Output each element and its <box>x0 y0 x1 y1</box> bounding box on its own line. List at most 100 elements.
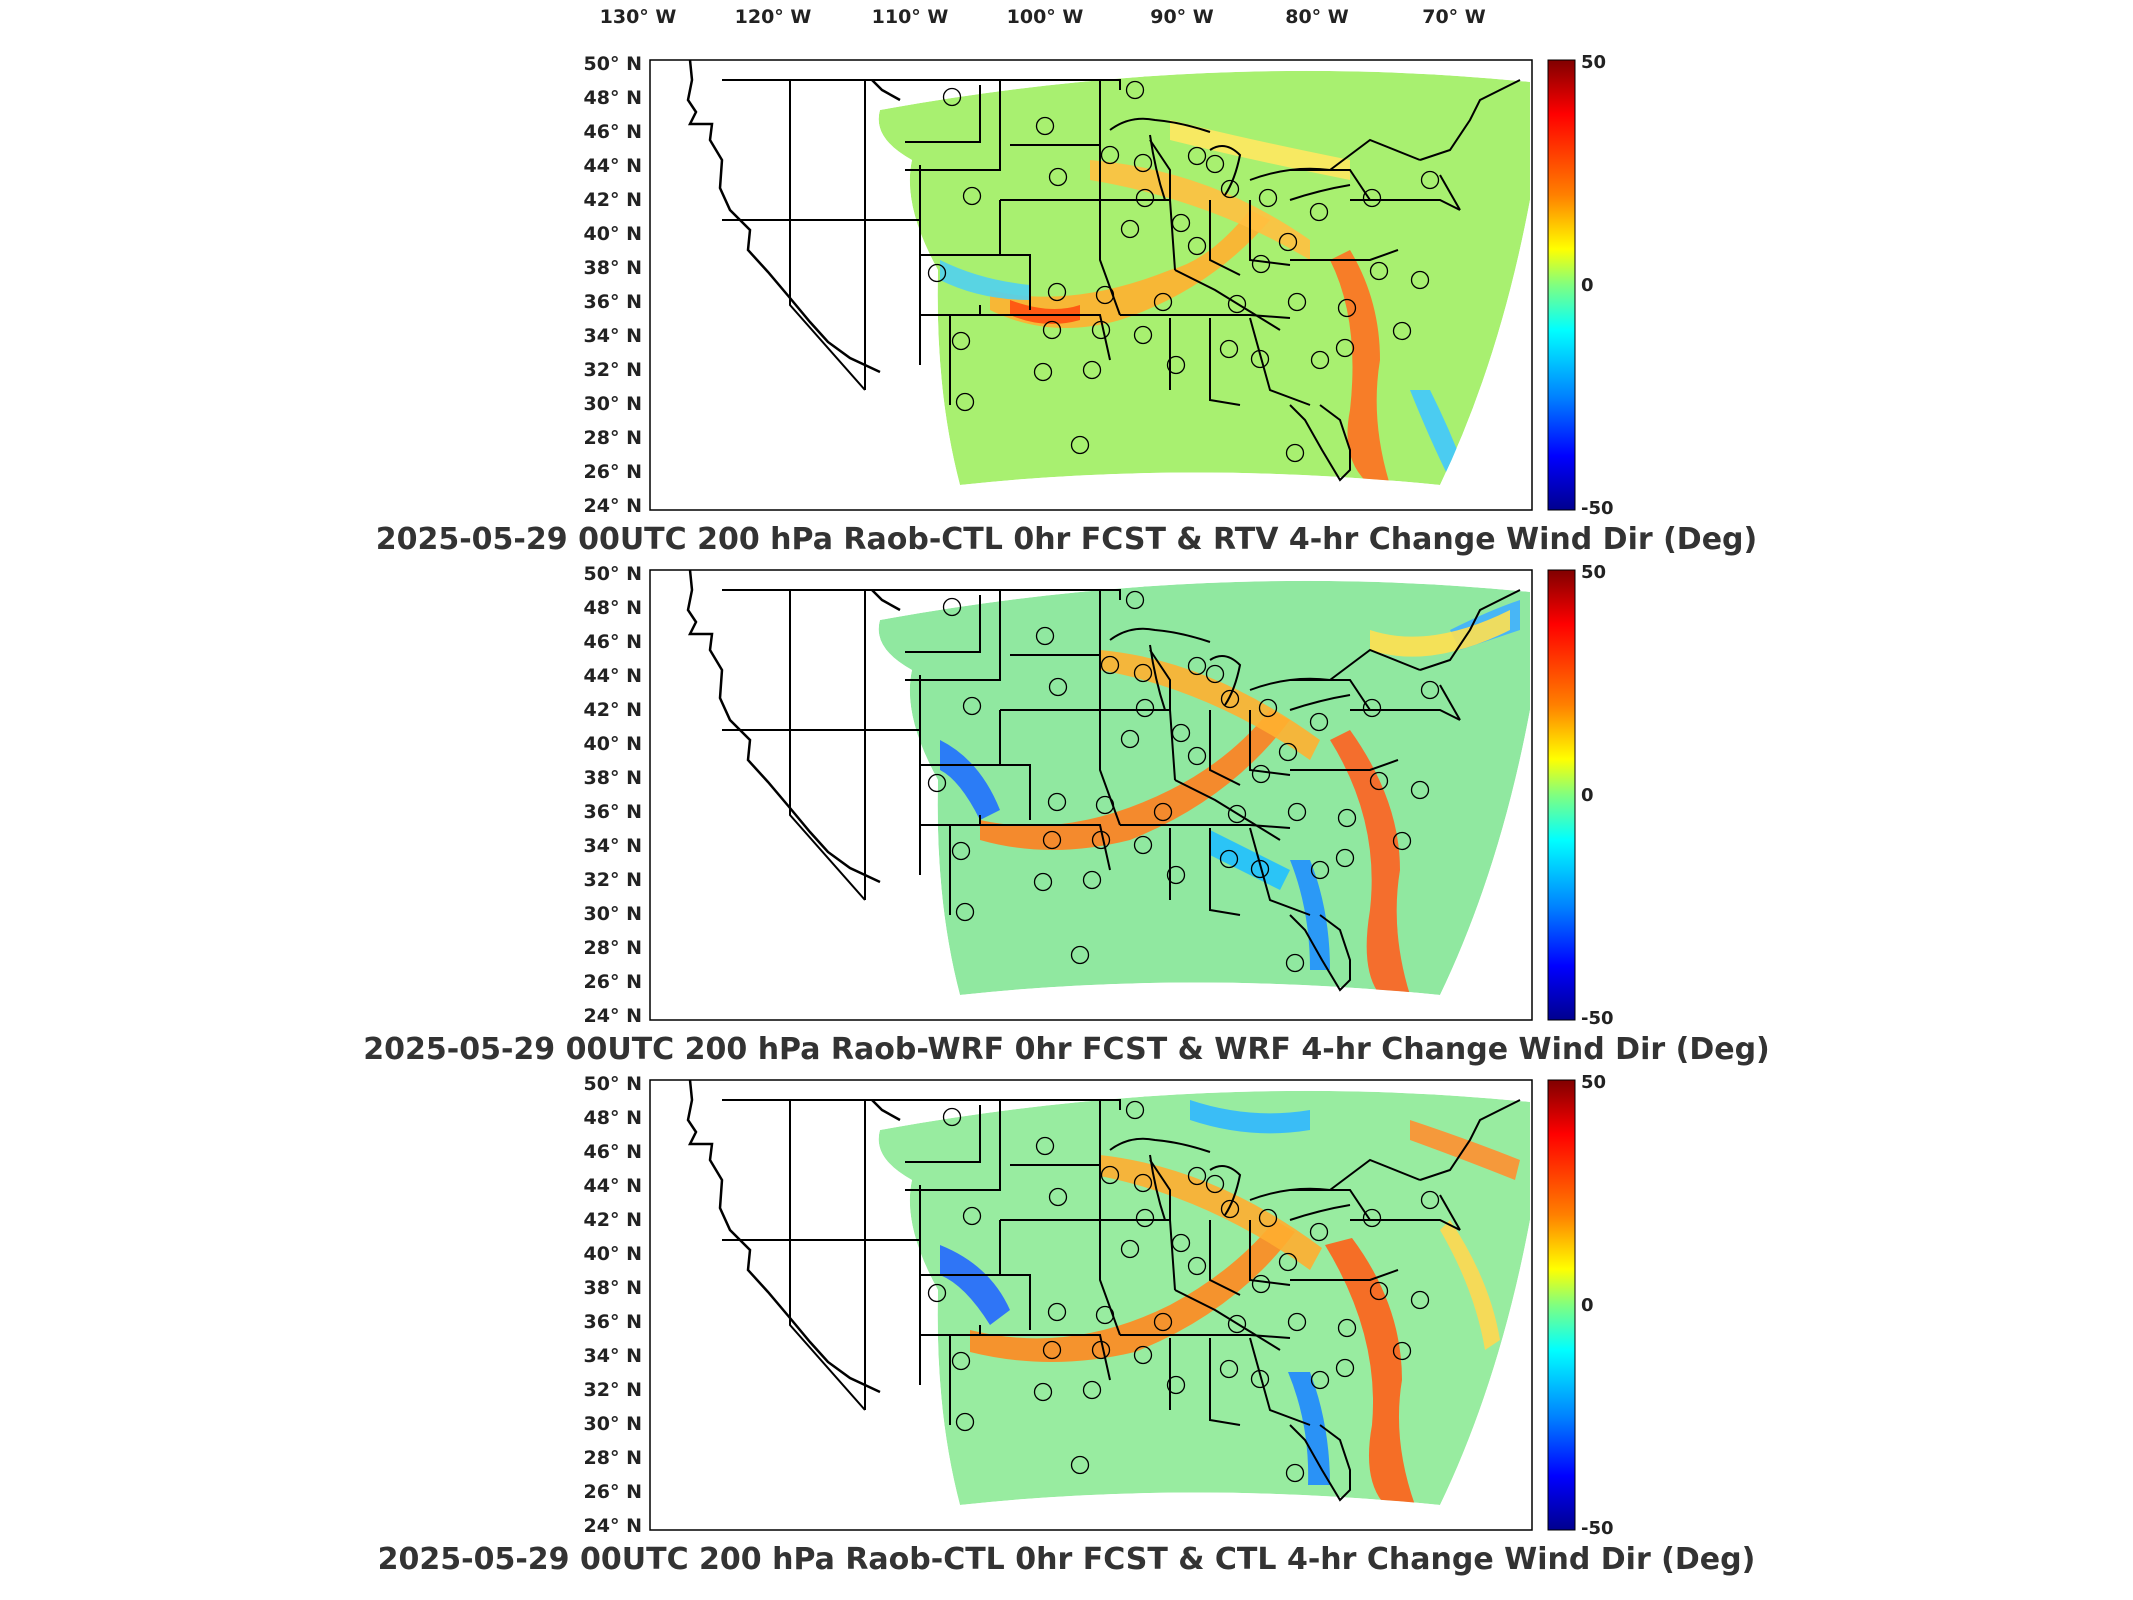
map-panel: 50° N 48° N 46° N 44° N 42° N 40° N 38° N 36° N… <box>0 52 2133 570</box>
latitude-label: 50° N <box>584 563 642 585</box>
raob-station-marker <box>1309 712 1329 732</box>
longitude-label: 90° W <box>1150 6 1214 28</box>
latitude-label: 36° N <box>584 291 642 313</box>
latitude-label: 28° N <box>584 937 642 959</box>
raob-station-marker <box>1205 664 1225 684</box>
raob-station-marker <box>1125 590 1145 610</box>
raob-station-marker <box>1133 1173 1153 1193</box>
field-anomaly <box>1410 1120 1520 1180</box>
raob-station-marker <box>1251 764 1271 784</box>
raob-station-marker <box>1219 339 1239 359</box>
panel-title: 2025-05-29 00UTC 200 hPa Raob-CTL 0hr FC… <box>377 1542 1756 1577</box>
raob-station-marker <box>1166 1375 1186 1395</box>
latitude-label: 28° N <box>584 1447 642 1469</box>
raob-station-marker <box>1337 808 1357 828</box>
raob-station-marker <box>1133 663 1153 683</box>
raob-station-marker <box>1278 1252 1298 1272</box>
raob-station-marker <box>1048 167 1068 187</box>
colorbar <box>1547 1079 1576 1531</box>
raob-station-marker <box>1135 698 1155 718</box>
raob-station-marker <box>1220 689 1240 709</box>
raob-station-marker <box>1133 835 1153 855</box>
latitude-label: 40° N <box>584 223 642 245</box>
raob-station-marker <box>1091 1340 1111 1360</box>
latitude-label: 34° N <box>584 325 642 347</box>
raob-station-marker <box>1187 146 1207 166</box>
raob-station-marker <box>1166 865 1186 885</box>
latitude-label: 50° N <box>584 53 642 75</box>
raob-station-marker <box>1335 848 1355 868</box>
raob-station-marker <box>1369 261 1389 281</box>
raob-station-marker <box>1033 1382 1053 1402</box>
raob-station-marker <box>1205 1174 1225 1194</box>
longitude-label: 100° W <box>1006 6 1084 28</box>
west-coastline <box>686 59 901 374</box>
raob-station-marker <box>1048 1187 1068 1207</box>
raob-station-marker <box>1410 270 1430 290</box>
raob-station-marker <box>1285 1463 1305 1483</box>
raob-station-marker <box>1219 849 1239 869</box>
colorbar-tick-label: -50 <box>1581 1518 1614 1539</box>
raob-station-marker <box>1220 179 1240 199</box>
field-anomaly <box>940 260 1030 300</box>
raob-station-marker <box>1100 1165 1120 1185</box>
raob-station-marker <box>1091 830 1111 850</box>
longitude-label: 120° W <box>734 6 812 28</box>
latitude-label: 26° N <box>584 971 642 993</box>
raob-station-marker <box>1337 1318 1357 1338</box>
latitude-label: 38° N <box>584 1277 642 1299</box>
wind-direction-field <box>878 70 1530 485</box>
raob-station-marker <box>962 1206 982 1226</box>
raob-station-marker <box>1310 350 1330 370</box>
field-anomaly <box>1288 1372 1330 1485</box>
latitude-label: 42° N <box>584 699 642 721</box>
raob-station-marker <box>1410 780 1430 800</box>
raob-station-marker <box>1369 771 1389 791</box>
raob-station-marker <box>1033 362 1053 382</box>
raob-station-marker <box>1171 1233 1191 1253</box>
raob-station-marker <box>1310 1370 1330 1390</box>
longitude-label: 70° W <box>1422 6 1486 28</box>
colorbar-tick-label: 50 <box>1581 562 1606 583</box>
raob-station-marker <box>1285 953 1305 973</box>
colorbar <box>1547 569 1576 1021</box>
latitude-label: 32° N <box>584 1379 642 1401</box>
raob-station-marker <box>1070 945 1090 965</box>
raob-station-marker <box>1070 1455 1090 1475</box>
field-anomaly <box>940 1245 1010 1325</box>
raob-station-marker <box>1369 1281 1389 1301</box>
longitude-label: 80° W <box>1285 6 1349 28</box>
raob-station-marker <box>1309 1222 1329 1242</box>
colorbar-tick-label: 0 <box>1581 1295 1594 1316</box>
longitude-label: 130° W <box>599 6 677 28</box>
raob-station-marker <box>1187 1256 1207 1276</box>
latitude-label: 44° N <box>584 665 642 687</box>
latitude-label: 26° N <box>584 1481 642 1503</box>
map-figure: 50° N 48° N 46° N 44° N 42° N 40° N 38° N 36° N… <box>584 562 1614 1029</box>
raob-station-marker <box>942 597 962 617</box>
raob-station-marker <box>1082 870 1102 890</box>
wind-direction-field <box>878 1090 1530 1505</box>
raob-station-marker <box>1187 236 1207 256</box>
raob-station-marker <box>1287 802 1307 822</box>
raob-station-marker <box>1033 872 1053 892</box>
field-anomaly <box>1090 160 1310 260</box>
raob-station-marker <box>1258 698 1278 718</box>
raob-station-marker <box>1171 723 1191 743</box>
raob-station-marker <box>1285 443 1305 463</box>
latitude-label: 36° N <box>584 1311 642 1333</box>
raob-stations <box>927 80 1440 463</box>
longitude-axis-labels: 130° W 120° W 110° W 100° W 90° W 80° W 70° W <box>0 0 2133 40</box>
raob-station-marker <box>1035 116 1055 136</box>
latitude-label: 34° N <box>584 1345 642 1367</box>
latitude-label: 48° N <box>584 1107 642 1129</box>
colorbar-tick-label: -50 <box>1581 498 1614 519</box>
raob-station-marker <box>1287 292 1307 312</box>
raob-station-marker <box>1335 1358 1355 1378</box>
field-anomaly <box>1440 1220 1500 1350</box>
colorbar-tick-label: 50 <box>1581 1072 1606 1093</box>
raob-station-marker <box>951 331 971 351</box>
raob-station-marker <box>942 1107 962 1127</box>
raob-station-marker <box>1047 282 1067 302</box>
colorbar-tick-label: 50 <box>1581 52 1606 73</box>
